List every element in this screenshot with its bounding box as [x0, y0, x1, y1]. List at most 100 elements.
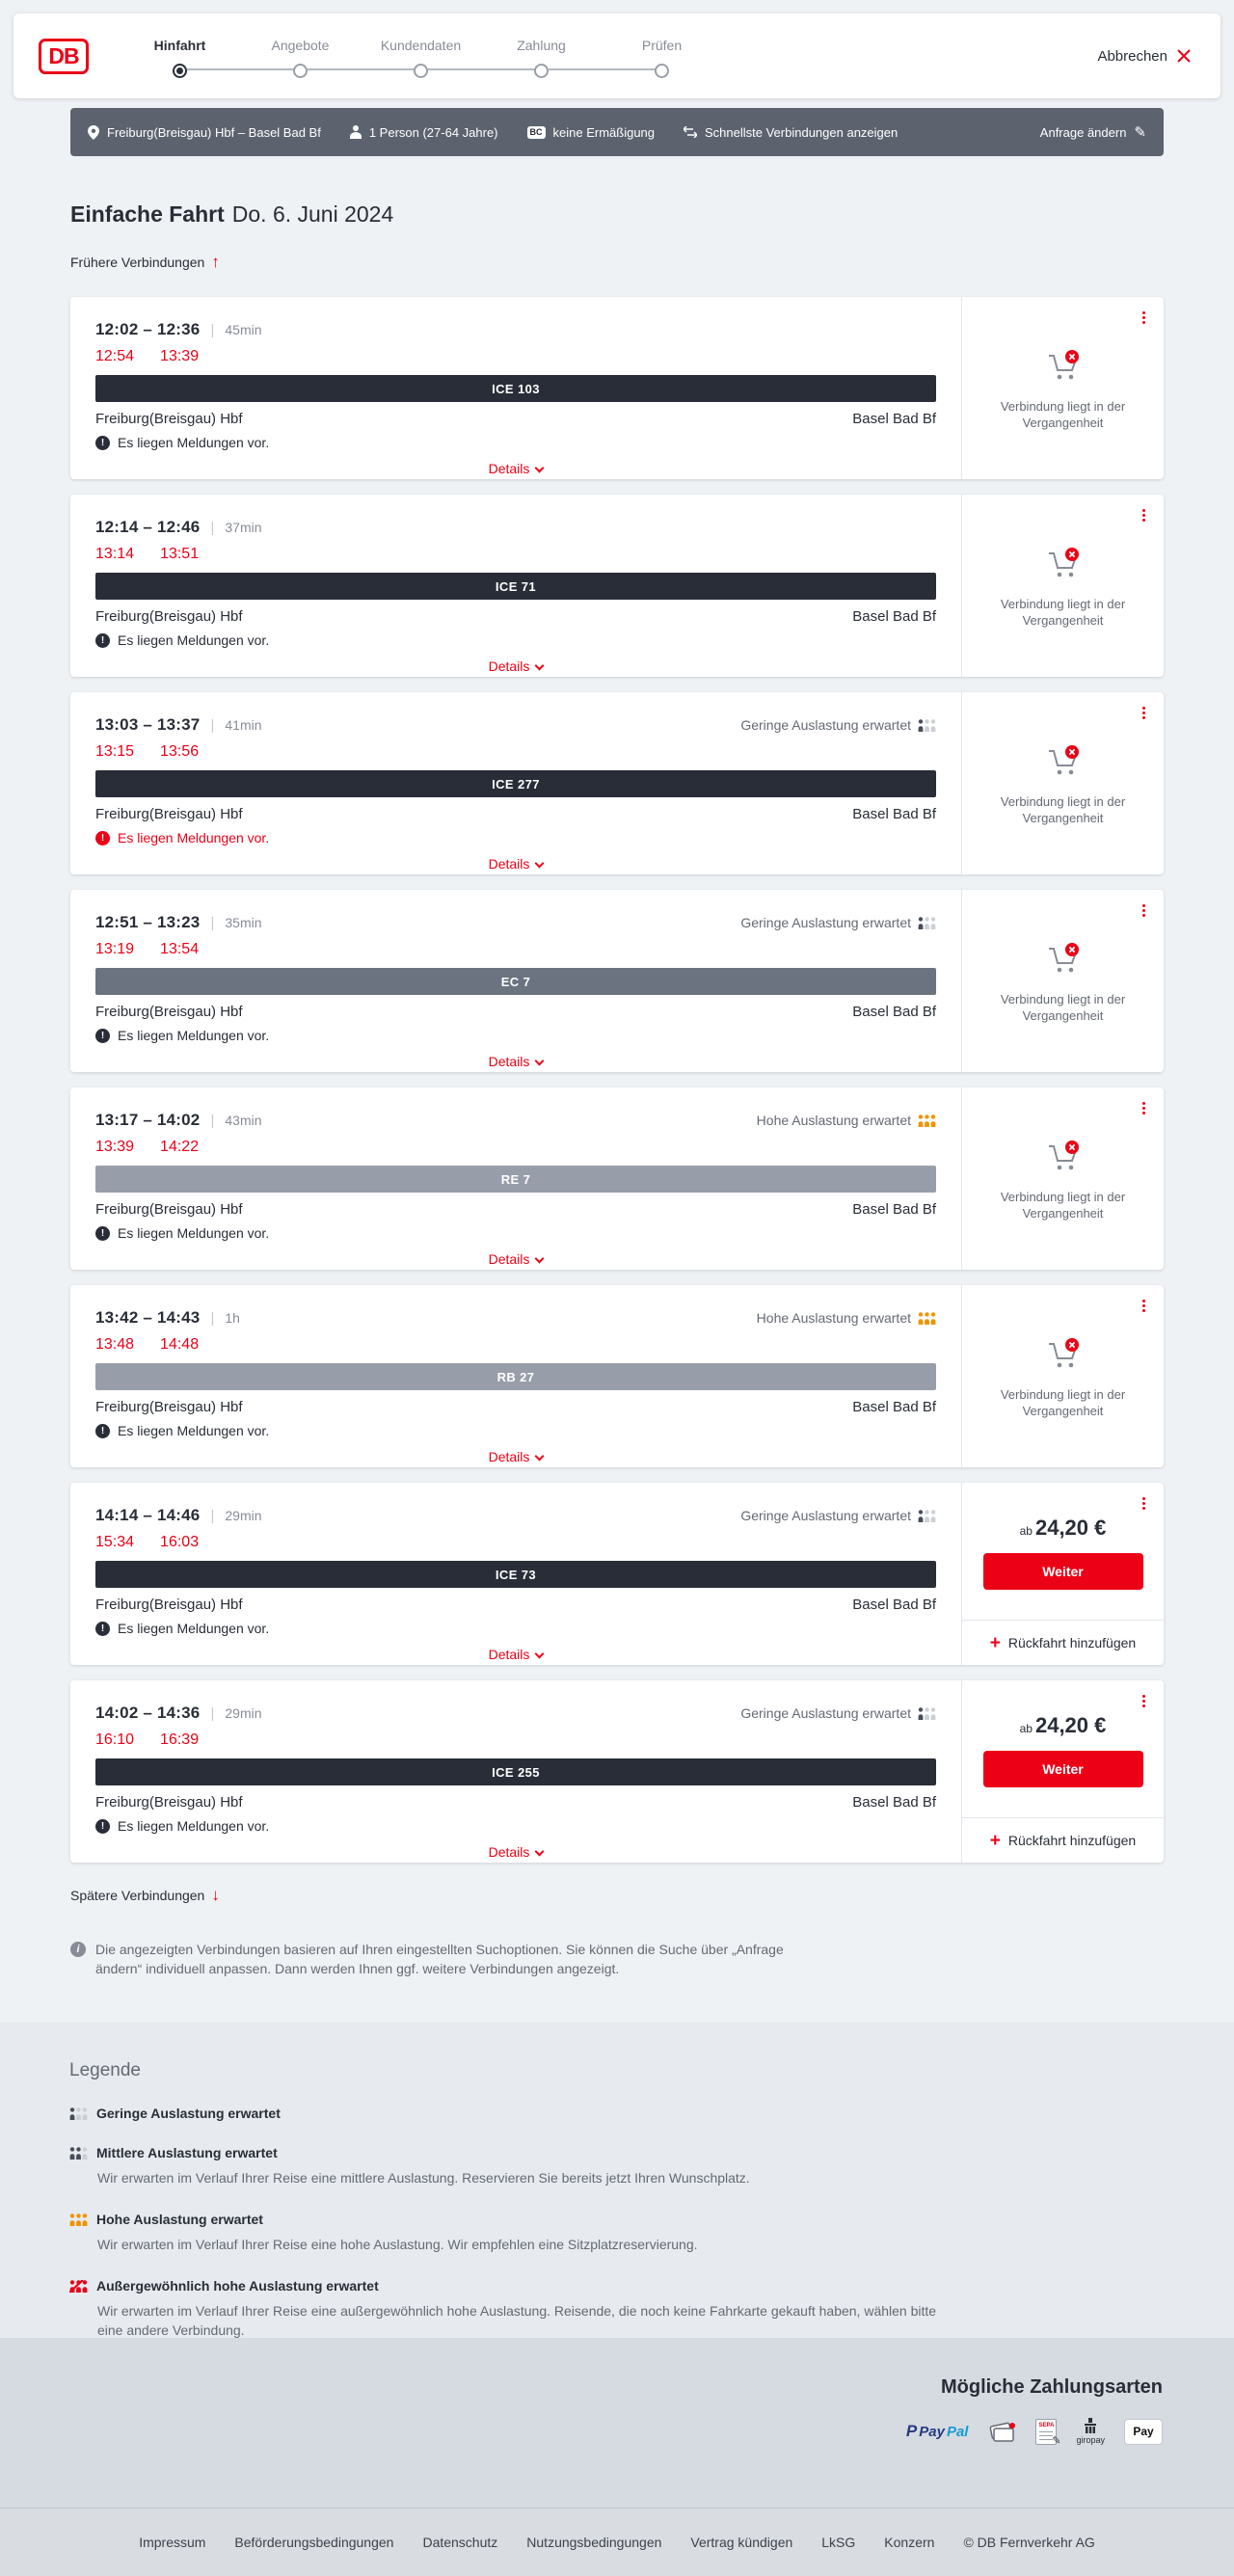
- separator: |: [210, 1704, 215, 1722]
- later-connections-link[interactable]: Spätere Verbindungen ↓: [70, 1886, 220, 1904]
- booking-panel: Verbindung liegt in der Vergangenheit: [961, 495, 1164, 677]
- chevron-down-icon: [534, 1451, 545, 1462]
- more-options-button[interactable]: [1140, 1298, 1147, 1314]
- train-label-bar[interactable]: ICE 255: [95, 1758, 936, 1785]
- separator: |: [210, 1112, 215, 1129]
- delayed-times: 13:39 14:22: [95, 1139, 936, 1155]
- progress-step[interactable]: Angebote: [186, 38, 361, 78]
- occupancy-icon: [69, 2146, 88, 2160]
- delayed-times: 13:19 13:54: [95, 941, 936, 957]
- more-options-button[interactable]: [1140, 1100, 1147, 1116]
- train-label-bar[interactable]: RE 7: [95, 1166, 936, 1193]
- message-row: ! Es liegen Meldungen vor.: [95, 1621, 936, 1636]
- alert-icon: !: [95, 1028, 110, 1043]
- train-label-bar[interactable]: ICE 103: [95, 375, 936, 402]
- cancel-button[interactable]: Abbrechen: [1097, 48, 1192, 65]
- db-logo[interactable]: DB: [39, 38, 89, 74]
- booking-panel: Verbindung liegt in der Vergangenheit: [961, 1087, 1164, 1270]
- progress-step-dot-icon: [534, 64, 549, 78]
- sort-toggle[interactable]: Schnellste Verbindungen anzeigen: [684, 125, 898, 140]
- details-toggle[interactable]: Details: [95, 856, 936, 872]
- more-options-button[interactable]: [1140, 705, 1147, 721]
- connection-card: 13:03 – 13:37 | 41min Geringe Auslastung…: [70, 692, 1164, 874]
- progress-step[interactable]: Kundendaten: [307, 38, 481, 78]
- chevron-down-icon: [534, 858, 545, 869]
- footer-link[interactable]: Beförderungsbedingungen: [234, 2535, 394, 2550]
- chevron-down-icon: [534, 1846, 545, 1857]
- destination-station: Basel Bad Bf: [852, 1597, 936, 1613]
- info-icon: i: [70, 1942, 86, 1957]
- alert-icon: !: [95, 1423, 110, 1438]
- chevron-down-icon: [534, 1649, 545, 1659]
- chevron-down-icon: [534, 1253, 545, 1264]
- footer-link[interactable]: Vertrag kündigen: [690, 2535, 793, 2550]
- past-text: Verbindung liegt in der Vergangenheit: [1000, 399, 1126, 430]
- train-label-bar[interactable]: ICE 71: [95, 573, 936, 600]
- payments-title: Mögliche Zahlungsarten: [940, 2376, 1163, 2398]
- details-toggle[interactable]: Details: [95, 1251, 936, 1267]
- train-label-bar[interactable]: ICE 73: [95, 1561, 936, 1588]
- details-toggle[interactable]: Details: [95, 461, 936, 476]
- message-row: ! Es liegen Meldungen vor.: [95, 435, 936, 450]
- occupancy-info: Geringe Auslastung erwartet: [740, 1508, 936, 1523]
- cart-unavailable-icon: [1048, 943, 1079, 973]
- progress-step-label: Hinfahrt: [153, 38, 206, 53]
- price-prefix: ab: [1019, 1722, 1033, 1735]
- giropay-icon: giropay: [1076, 2418, 1105, 2445]
- legend-item-description: Wir erwarten im Verlauf Ihrer Reise eine…: [97, 2170, 750, 2186]
- more-options-button[interactable]: [1140, 309, 1147, 326]
- train-label-bar[interactable]: RB 27: [95, 1363, 936, 1390]
- origin-station: Freiburg(Breisgau) Hbf: [95, 1597, 243, 1613]
- connection-card: 14:14 – 14:46 | 29min Geringe Auslastung…: [70, 1483, 1164, 1665]
- origin-station: Freiburg(Breisgau) Hbf: [95, 1794, 243, 1811]
- more-options-button[interactable]: [1140, 902, 1147, 919]
- details-toggle[interactable]: Details: [95, 658, 936, 674]
- alert-icon: !: [95, 1818, 110, 1834]
- footer-link[interactable]: Nutzungsbedingungen: [526, 2535, 662, 2550]
- cart-unavailable-icon: [1048, 745, 1079, 775]
- connection-times: 13:42 – 14:43: [95, 1308, 201, 1327]
- train-label-bar[interactable]: EC 7: [95, 968, 936, 995]
- message-text: Es liegen Meldungen vor.: [118, 435, 270, 450]
- details-toggle[interactable]: Details: [95, 1054, 936, 1069]
- origin-station: Freiburg(Breisgau) Hbf: [95, 1399, 243, 1415]
- legend-item: Außergewöhnlich hohe Auslastung erwartet…: [69, 2278, 1165, 2340]
- cancel-label: Abbrechen: [1097, 47, 1167, 65]
- delayed-times: 16:10 16:39: [95, 1731, 936, 1748]
- progress-step[interactable]: Hinfahrt: [120, 38, 240, 78]
- edit-search-button[interactable]: Anfrage ändern ✎: [1040, 123, 1146, 141]
- delayed-arrival: 16:39: [160, 1731, 200, 1748]
- details-toggle[interactable]: Details: [95, 1844, 936, 1860]
- payments-section: Mögliche Zahlungsarten P Pay Pal SEPA ✎ gi…: [0, 2338, 1234, 2508]
- progress-step[interactable]: Prüfen: [548, 38, 722, 78]
- message-row: ! Es liegen Meldungen vor.: [95, 1028, 936, 1043]
- progress-step-dot-icon: [414, 64, 428, 78]
- add-return-link[interactable]: + Rückfahrt hinzufügen: [962, 1817, 1164, 1863]
- pencil-icon: ✎: [1134, 124, 1146, 141]
- footer-link[interactable]: Impressum: [139, 2535, 206, 2550]
- weiter-button[interactable]: Weiter: [982, 1553, 1143, 1590]
- more-options-button[interactable]: [1140, 507, 1147, 523]
- delayed-times: 12:54 13:39: [95, 348, 936, 364]
- earlier-connections-link[interactable]: Frühere Verbindungen ↑: [70, 253, 220, 271]
- add-return-link[interactable]: + Rückfahrt hinzufügen: [962, 1620, 1164, 1665]
- occupancy-label: Hohe Auslastung erwartet: [756, 1310, 911, 1326]
- destination-station: Basel Bad Bf: [852, 1201, 936, 1218]
- weiter-button[interactable]: Weiter: [982, 1751, 1143, 1787]
- details-toggle[interactable]: Details: [95, 1647, 936, 1662]
- footer-link[interactable]: Konzern: [884, 2535, 935, 2550]
- passengers-chip: 1 Person (27-64 Jahre): [349, 125, 498, 140]
- connection-card: 13:17 – 14:02 | 43min Hohe Auslastung er…: [70, 1087, 1164, 1270]
- progress-step[interactable]: Zahlung: [427, 38, 602, 78]
- pencil-icon: ✎: [1052, 2434, 1061, 2447]
- connection-times: 12:02 – 12:36: [95, 320, 201, 338]
- occupancy-label: Geringe Auslastung erwartet: [740, 717, 911, 733]
- footer-link[interactable]: Datenschutz: [422, 2535, 498, 2550]
- delayed-departure: 16:10: [95, 1731, 135, 1748]
- train-label-bar[interactable]: ICE 277: [95, 770, 936, 797]
- more-options-button[interactable]: [1140, 1693, 1147, 1709]
- footer-link[interactable]: LkSG: [821, 2535, 856, 2550]
- details-toggle[interactable]: Details: [95, 1449, 936, 1464]
- more-options-button[interactable]: [1140, 1495, 1147, 1512]
- connection-card: 12:02 – 12:36 | 45min 12:54 13:39 ICE 10…: [70, 297, 1164, 479]
